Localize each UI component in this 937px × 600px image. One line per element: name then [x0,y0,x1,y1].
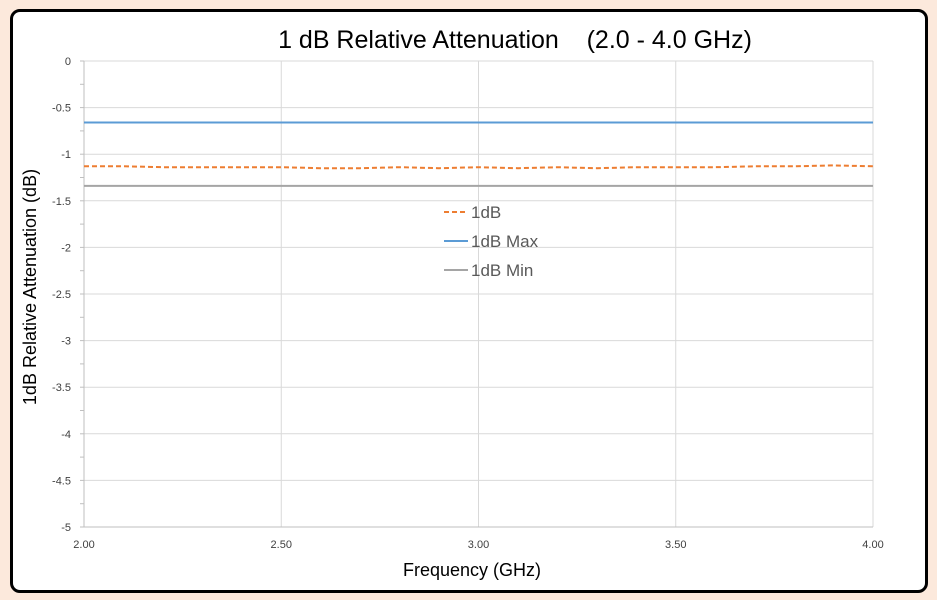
x-axis-title: Frequency (GHz) [403,560,541,580]
y-tick-label: -4 [61,429,71,441]
y-tick-label: -2.5 [52,289,71,301]
x-tick-label: 2.00 [73,539,94,551]
legend-label-1db-min: 1dB Min [471,261,533,280]
y-tick-label: 0 [65,56,71,68]
x-tick-label: 2.50 [271,539,292,551]
series-line-1db [84,164,874,170]
y-tick-label: -1 [61,149,71,161]
chart-frame [10,9,928,593]
y-tick-label: -3.5 [52,382,71,394]
axes [80,60,873,528]
x-tick-label: 3.50 [665,539,686,551]
legend-label-1db: 1dB [471,203,501,222]
y-tick-label: -2 [61,242,71,254]
chart-title: 1 dB Relative Attenuation (2.0 - 4.0 GHz… [278,26,752,54]
x-tick-label: 4.00 [862,539,883,551]
y-tick-label: -0.5 [52,103,71,115]
tick-labels: 0 -0.5 -1 -1.5 -2 -2.5 -3 -3.5 -4 -4.5 -52.00 2.50 3… [52,56,884,551]
legend-label-1db-max: 1dB Max [471,232,539,251]
series-lines [84,121,874,187]
y-tick-label: -5 [61,522,71,534]
y-axis-title: 1dB Relative Attenuation (dB) [20,169,40,405]
x-tick-label: 3.00 [468,539,489,551]
legend: 1dB 1dB Max 1dB Min [444,203,539,280]
y-tick-label: -3 [61,336,71,348]
grid [83,60,874,527]
y-tick-label: -4.5 [52,475,71,487]
y-tick-label: -1.5 [52,196,71,208]
